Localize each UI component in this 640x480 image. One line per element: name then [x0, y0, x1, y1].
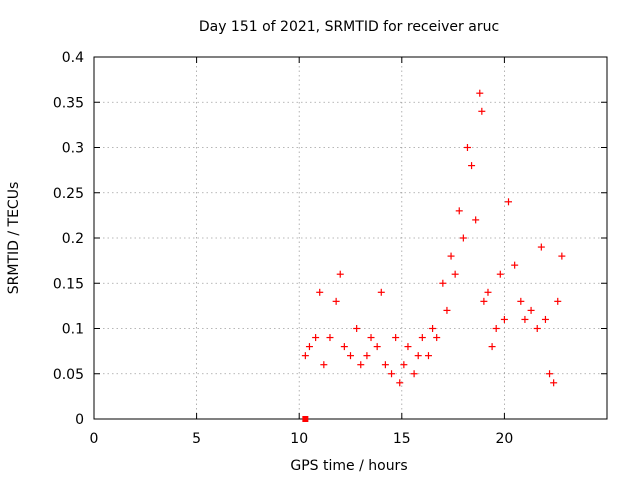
data-point: [392, 334, 400, 342]
data-points: [301, 89, 566, 422]
data-point: [388, 370, 396, 378]
data-point: [332, 297, 340, 305]
chart-title: Day 151 of 2021, SRMTID for receiver aru…: [199, 19, 499, 35]
data-point: [326, 334, 334, 342]
data-point: [301, 352, 309, 360]
data-point: [418, 334, 426, 342]
data-point: [478, 107, 486, 115]
data-point: [363, 352, 371, 360]
data-point: [302, 416, 309, 422]
data-point: [433, 334, 441, 342]
data-point: [459, 234, 467, 242]
data-point: [400, 361, 408, 369]
data-point: [472, 216, 480, 224]
y-tick-label: 0.4: [62, 50, 84, 66]
data-point: [414, 352, 422, 360]
data-point: [484, 288, 492, 296]
x-tick-label: 0: [90, 431, 99, 447]
data-point: [488, 343, 496, 351]
grid-lines: [94, 57, 607, 419]
data-point: [505, 198, 513, 206]
y-axis-label: SRMTID / TECUs: [6, 182, 22, 295]
data-point: [353, 325, 361, 332]
y-tick-label: 0.35: [53, 95, 84, 111]
data-point: [480, 297, 488, 305]
data-point: [410, 370, 418, 378]
data-point: [527, 306, 535, 314]
data-point: [455, 207, 463, 215]
data-point: [468, 162, 476, 170]
y-tick-label: 0.3: [62, 141, 84, 157]
y-tick-label: 0.05: [53, 367, 84, 383]
data-point: [316, 288, 324, 296]
data-point: [447, 252, 455, 260]
data-point: [373, 343, 381, 351]
data-point: [511, 261, 519, 269]
x-tick-label: 20: [495, 431, 513, 447]
data-point: [429, 325, 437, 332]
x-tick-label: 10: [290, 431, 308, 447]
x-axis-label: GPS time / hours: [290, 458, 407, 474]
data-point: [550, 379, 558, 387]
data-point: [340, 343, 348, 351]
y-tick-label: 0.2: [62, 231, 84, 247]
y-tick-label: 0: [75, 412, 84, 428]
data-point: [347, 352, 354, 360]
data-point: [367, 334, 375, 342]
data-point: [439, 279, 447, 287]
data-point: [517, 297, 525, 305]
data-point: [451, 270, 459, 278]
x-tick-label: 5: [192, 431, 201, 447]
data-point: [443, 306, 451, 314]
data-point: [500, 315, 508, 323]
data-point: [377, 288, 385, 296]
data-point: [312, 334, 320, 342]
y-tick-label: 0.15: [53, 276, 84, 292]
data-point: [496, 270, 504, 278]
data-point: [546, 370, 554, 378]
data-point: [396, 379, 404, 387]
data-point: [554, 297, 562, 305]
data-point: [521, 315, 529, 323]
x-tick-label: 15: [393, 431, 411, 447]
data-point: [558, 252, 566, 260]
data-point: [305, 343, 313, 351]
data-point: [541, 315, 549, 323]
data-point: [336, 270, 344, 278]
data-point: [404, 343, 412, 351]
data-point: [381, 361, 389, 369]
y-tick-label: 0.1: [62, 322, 84, 338]
data-point: [476, 89, 484, 97]
data-point: [320, 361, 328, 369]
zero-marker: [302, 416, 309, 422]
data-point: [463, 144, 471, 151]
y-tick-label: 0.25: [53, 186, 84, 202]
data-point: [492, 325, 500, 332]
data-point: [424, 352, 432, 360]
data-point: [537, 243, 545, 251]
axis-ticks: 0 5 10 15 20 0 0.05 0.1 0.15 0.2 0.25 0.3 0.35 0.4: [53, 50, 607, 447]
data-point: [357, 361, 365, 369]
data-point: [533, 325, 541, 332]
